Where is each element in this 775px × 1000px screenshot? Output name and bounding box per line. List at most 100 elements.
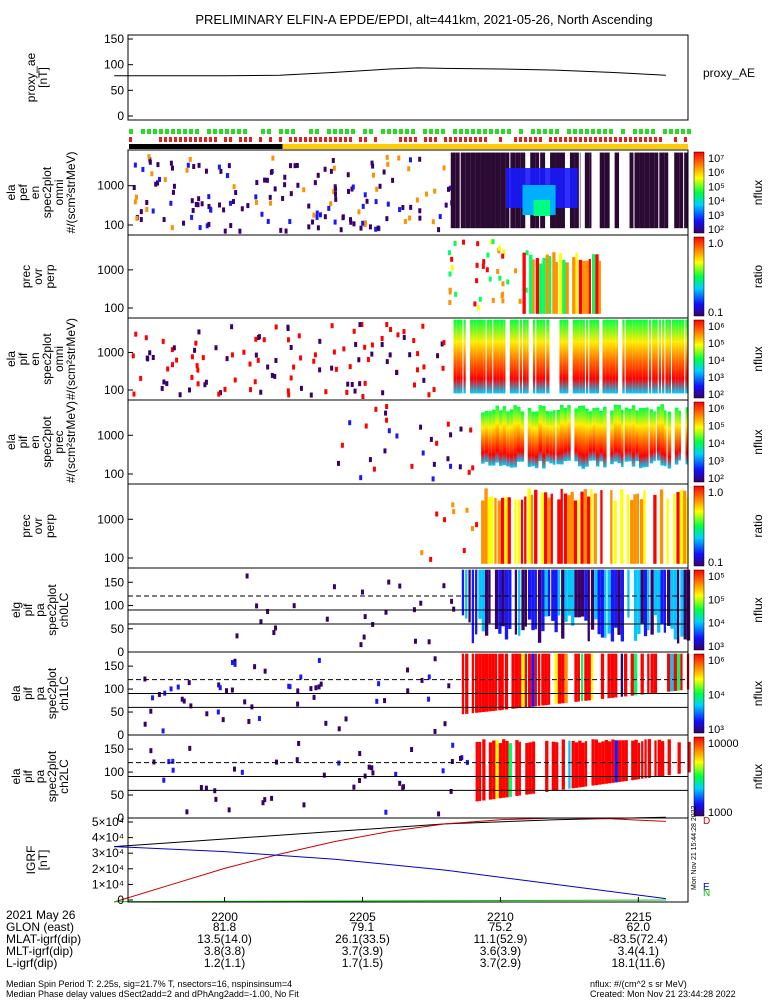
heatmap-cell bbox=[424, 191, 428, 197]
heatmap-cell bbox=[167, 759, 171, 765]
heatmap-cell bbox=[169, 200, 173, 206]
heatmap-column bbox=[528, 742, 532, 795]
y-axis-label: ch2LC bbox=[57, 759, 71, 794]
heatmap-column bbox=[587, 569, 590, 642]
bar-green-mark bbox=[195, 129, 199, 134]
chart-title: PRELIMINARY ELFIN-A EPDE/EPDI, alt=441km… bbox=[195, 12, 652, 27]
heatmap-column bbox=[534, 569, 537, 630]
heatmap-cell bbox=[132, 391, 136, 397]
heatmap-cell bbox=[286, 326, 290, 332]
heatmap-cell bbox=[296, 688, 300, 694]
heatmap-cell bbox=[386, 161, 390, 167]
heatmap-cell bbox=[398, 207, 402, 213]
heatmap-column bbox=[613, 500, 617, 564]
colorbar-tick-label: 10⁵ bbox=[708, 181, 725, 193]
heatmap-cell bbox=[420, 550, 424, 556]
heatmap-column bbox=[635, 410, 639, 462]
colorbar bbox=[693, 736, 705, 817]
heatmap-cell bbox=[314, 685, 318, 691]
y-axis-label: #/(scm²strMeV) bbox=[64, 401, 78, 483]
heatmap-cell bbox=[263, 177, 267, 183]
y-tick-label: 0 bbox=[117, 645, 124, 659]
heatmap-column bbox=[519, 319, 523, 394]
heatmap-column bbox=[480, 319, 484, 394]
bar-red-mark bbox=[129, 137, 132, 142]
heatmap-column bbox=[560, 404, 564, 465]
y-axis-label: spec2plot bbox=[45, 584, 59, 636]
heatmap-cell bbox=[421, 323, 425, 329]
bar-green-mark bbox=[633, 129, 637, 134]
heatmap-cell bbox=[229, 200, 233, 206]
heatmap-column bbox=[592, 319, 596, 394]
heatmap-cell bbox=[227, 807, 231, 813]
bar-red-mark bbox=[514, 137, 517, 142]
bar-green-mark bbox=[591, 129, 595, 134]
y-axis-label: [nT] bbox=[36, 67, 50, 88]
heatmap-cell bbox=[476, 241, 480, 247]
heatmap-cell bbox=[194, 340, 198, 346]
heatmap-cell bbox=[293, 163, 297, 169]
heatmap-cell bbox=[261, 800, 265, 806]
heatmap-column bbox=[673, 569, 677, 640]
heatmap-column bbox=[633, 494, 637, 564]
colorbar bbox=[693, 485, 705, 567]
orbit-row-value: 3.7(3.9) bbox=[341, 944, 384, 958]
heatmap-cell bbox=[273, 373, 277, 379]
bar-red-mark bbox=[424, 137, 427, 142]
y-axis-label: ela bbox=[4, 184, 18, 200]
heatmap-column bbox=[667, 569, 671, 626]
time-axis: 2200 2205 2210 2215 bbox=[211, 897, 652, 924]
heatmap-column bbox=[499, 410, 503, 466]
bar-red-mark bbox=[644, 137, 647, 142]
heatmap-gap bbox=[619, 150, 624, 235]
heatmap-cell bbox=[318, 212, 322, 218]
bar-red-mark bbox=[594, 137, 597, 142]
bar-green-mark bbox=[573, 129, 577, 134]
heatmap-column bbox=[561, 739, 565, 790]
heatmap-cell bbox=[442, 340, 446, 346]
heatmap-cell bbox=[332, 349, 336, 355]
heatmap-column bbox=[545, 411, 550, 462]
heatmap-cell bbox=[346, 381, 350, 387]
heatmap-column bbox=[653, 494, 657, 564]
colorbar bbox=[693, 653, 705, 734]
heatmap-cell bbox=[225, 173, 229, 179]
heatmap-cell bbox=[312, 358, 316, 364]
heatmap-cell bbox=[389, 327, 393, 333]
heatmap-column bbox=[473, 319, 477, 394]
heatmap-cell bbox=[363, 222, 367, 228]
heatmap-cell bbox=[169, 160, 173, 166]
heatmap-column bbox=[647, 569, 650, 631]
colorbar-label: nflux bbox=[751, 180, 765, 205]
heatmap-column bbox=[674, 152, 680, 229]
heatmap-cell bbox=[256, 357, 260, 363]
heatmap-column bbox=[666, 498, 669, 564]
heatmap-cell bbox=[382, 169, 386, 175]
heatmap-column bbox=[504, 653, 509, 710]
bar-green-mark bbox=[285, 129, 289, 134]
heatmap-cell bbox=[288, 684, 292, 690]
heatmap-column bbox=[650, 569, 654, 635]
heatmap-column bbox=[549, 411, 553, 464]
heatmap-column bbox=[633, 653, 638, 696]
heatmap-cell bbox=[394, 771, 398, 777]
heatmap-column bbox=[632, 319, 636, 394]
heatmap-column bbox=[574, 569, 578, 618]
orbit-row-label: MLAT-igrf(dip) bbox=[6, 932, 82, 946]
heatmap-column bbox=[678, 319, 682, 394]
heatmap-column bbox=[542, 319, 546, 394]
heatmap-column bbox=[584, 569, 588, 621]
heatmap-cell bbox=[408, 215, 412, 221]
heatmap-column bbox=[539, 263, 543, 314]
heatmap-column bbox=[494, 653, 498, 711]
colorbar-tick-label: 1000 bbox=[708, 807, 732, 819]
bar-green-mark bbox=[585, 129, 589, 134]
heatmap-column bbox=[488, 742, 493, 800]
heatmap-cell bbox=[407, 166, 411, 172]
heatmap-cell bbox=[387, 579, 391, 585]
heatmap-column bbox=[498, 569, 502, 634]
heatmap-cell bbox=[171, 767, 175, 773]
y-tick-label: 100 bbox=[104, 58, 124, 72]
heatmap-column bbox=[567, 405, 571, 461]
heatmap-cell bbox=[266, 364, 270, 370]
